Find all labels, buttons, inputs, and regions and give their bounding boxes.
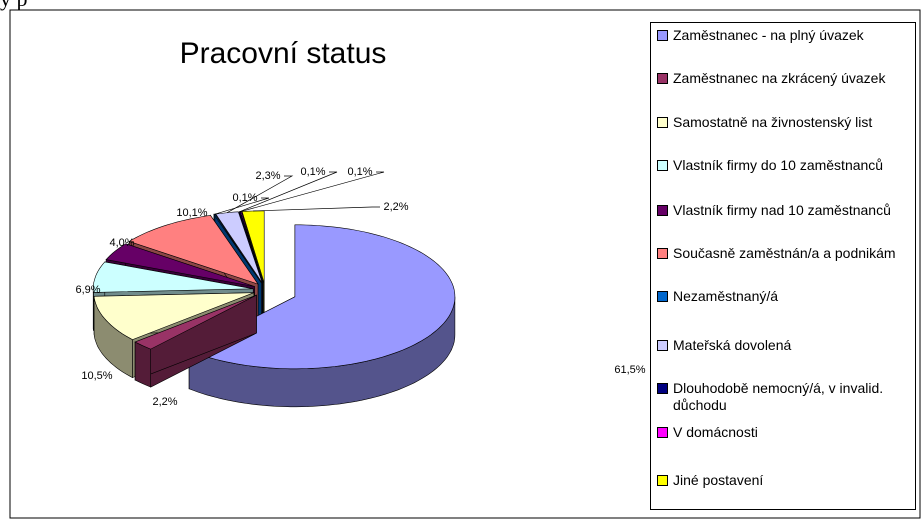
data-label: 2,2% <box>152 396 177 408</box>
legend-label: Zaměstnanec na zkrácený úvazek <box>673 70 886 86</box>
slice <box>134 294 257 388</box>
legend-swatch <box>657 160 668 171</box>
legend-swatch <box>657 340 668 351</box>
leader-line <box>239 171 338 212</box>
slice <box>134 294 257 350</box>
leader-line <box>214 197 270 215</box>
slice <box>93 292 255 340</box>
legend-label: Vlastník firmy do 10 zaměstnanců <box>673 157 884 173</box>
leader-line <box>240 171 385 212</box>
legend-swatch <box>657 117 668 128</box>
chart-title: Pracovní status <box>180 37 387 70</box>
legend-label: Jiné postavení <box>673 472 764 488</box>
data-label: 0,1% <box>347 166 372 178</box>
legend-entry: Dlouhodobě nemocný/á, v invalid. důchodu <box>657 380 907 414</box>
caption: y p <box>0 0 28 12</box>
legend-label: Současně zaměstnán/a a podnikám <box>673 245 896 261</box>
slice-side <box>134 341 151 388</box>
legend-swatch <box>657 427 668 438</box>
legend-entry: Současně zaměstnán/a a podnikám <box>657 245 907 262</box>
legend-entry: V domácnosti <box>657 424 907 441</box>
legend-swatch <box>657 475 668 486</box>
legend-label: Vlastník firmy nad 10 zaměstnanců <box>673 202 891 218</box>
legend-label: Samostatně na živnostenský list <box>673 114 873 130</box>
legend-label: Zaměstnanec - na plný úvazek <box>673 27 864 43</box>
data-label: 4,0% <box>109 237 134 249</box>
legend-entry: Vlastník firmy nad 10 zaměstnanců <box>657 202 907 219</box>
legend-swatch <box>657 383 668 394</box>
legend-label: Nezaměstnaný/á <box>673 288 779 304</box>
legend-label: V domácnosti <box>673 424 758 440</box>
legend-swatch <box>657 30 668 41</box>
data-label: 2,2% <box>383 201 408 213</box>
legend-label: Mateřská dovolená <box>673 337 792 353</box>
slice <box>238 211 264 283</box>
legend-entry: Samostatně na živnostenský list <box>657 114 907 131</box>
data-label: 0,1% <box>232 192 257 204</box>
legend-swatch <box>657 205 668 216</box>
legend-swatch <box>657 73 668 84</box>
legend-entry: Nezaměstnaný/á <box>657 288 907 305</box>
legend-swatch <box>657 248 668 259</box>
data-label: 61,5% <box>614 364 645 376</box>
legend-entry: Zaměstnanec - na plný úvazek <box>657 27 907 44</box>
data-label: 10,1% <box>176 207 207 219</box>
data-label: 0,1% <box>300 166 325 178</box>
data-label: 2,3% <box>255 170 280 182</box>
legend-entry: Mateřská dovolená <box>657 337 907 354</box>
data-label: 10,5% <box>81 370 112 382</box>
slice <box>105 243 255 287</box>
legend-entry: Jiné postavení <box>657 472 907 489</box>
legend-entry: Vlastník firmy do 10 zaměstnanců <box>657 157 907 174</box>
legend-entry: Zaměstnanec na zkrácený úvazek <box>657 70 907 87</box>
legend: Zaměstnanec - na plný úvazek Zaměstnanec … <box>650 22 916 510</box>
slice <box>213 213 262 284</box>
leader-line <box>226 175 294 214</box>
legend-label: Dlouhodobě nemocný/á, v invalid. důchodu <box>673 380 884 413</box>
leader-line <box>253 206 380 212</box>
slice <box>92 261 254 293</box>
slice <box>128 215 259 285</box>
data-label: 6,9% <box>75 284 100 296</box>
legend-swatch <box>657 291 668 302</box>
